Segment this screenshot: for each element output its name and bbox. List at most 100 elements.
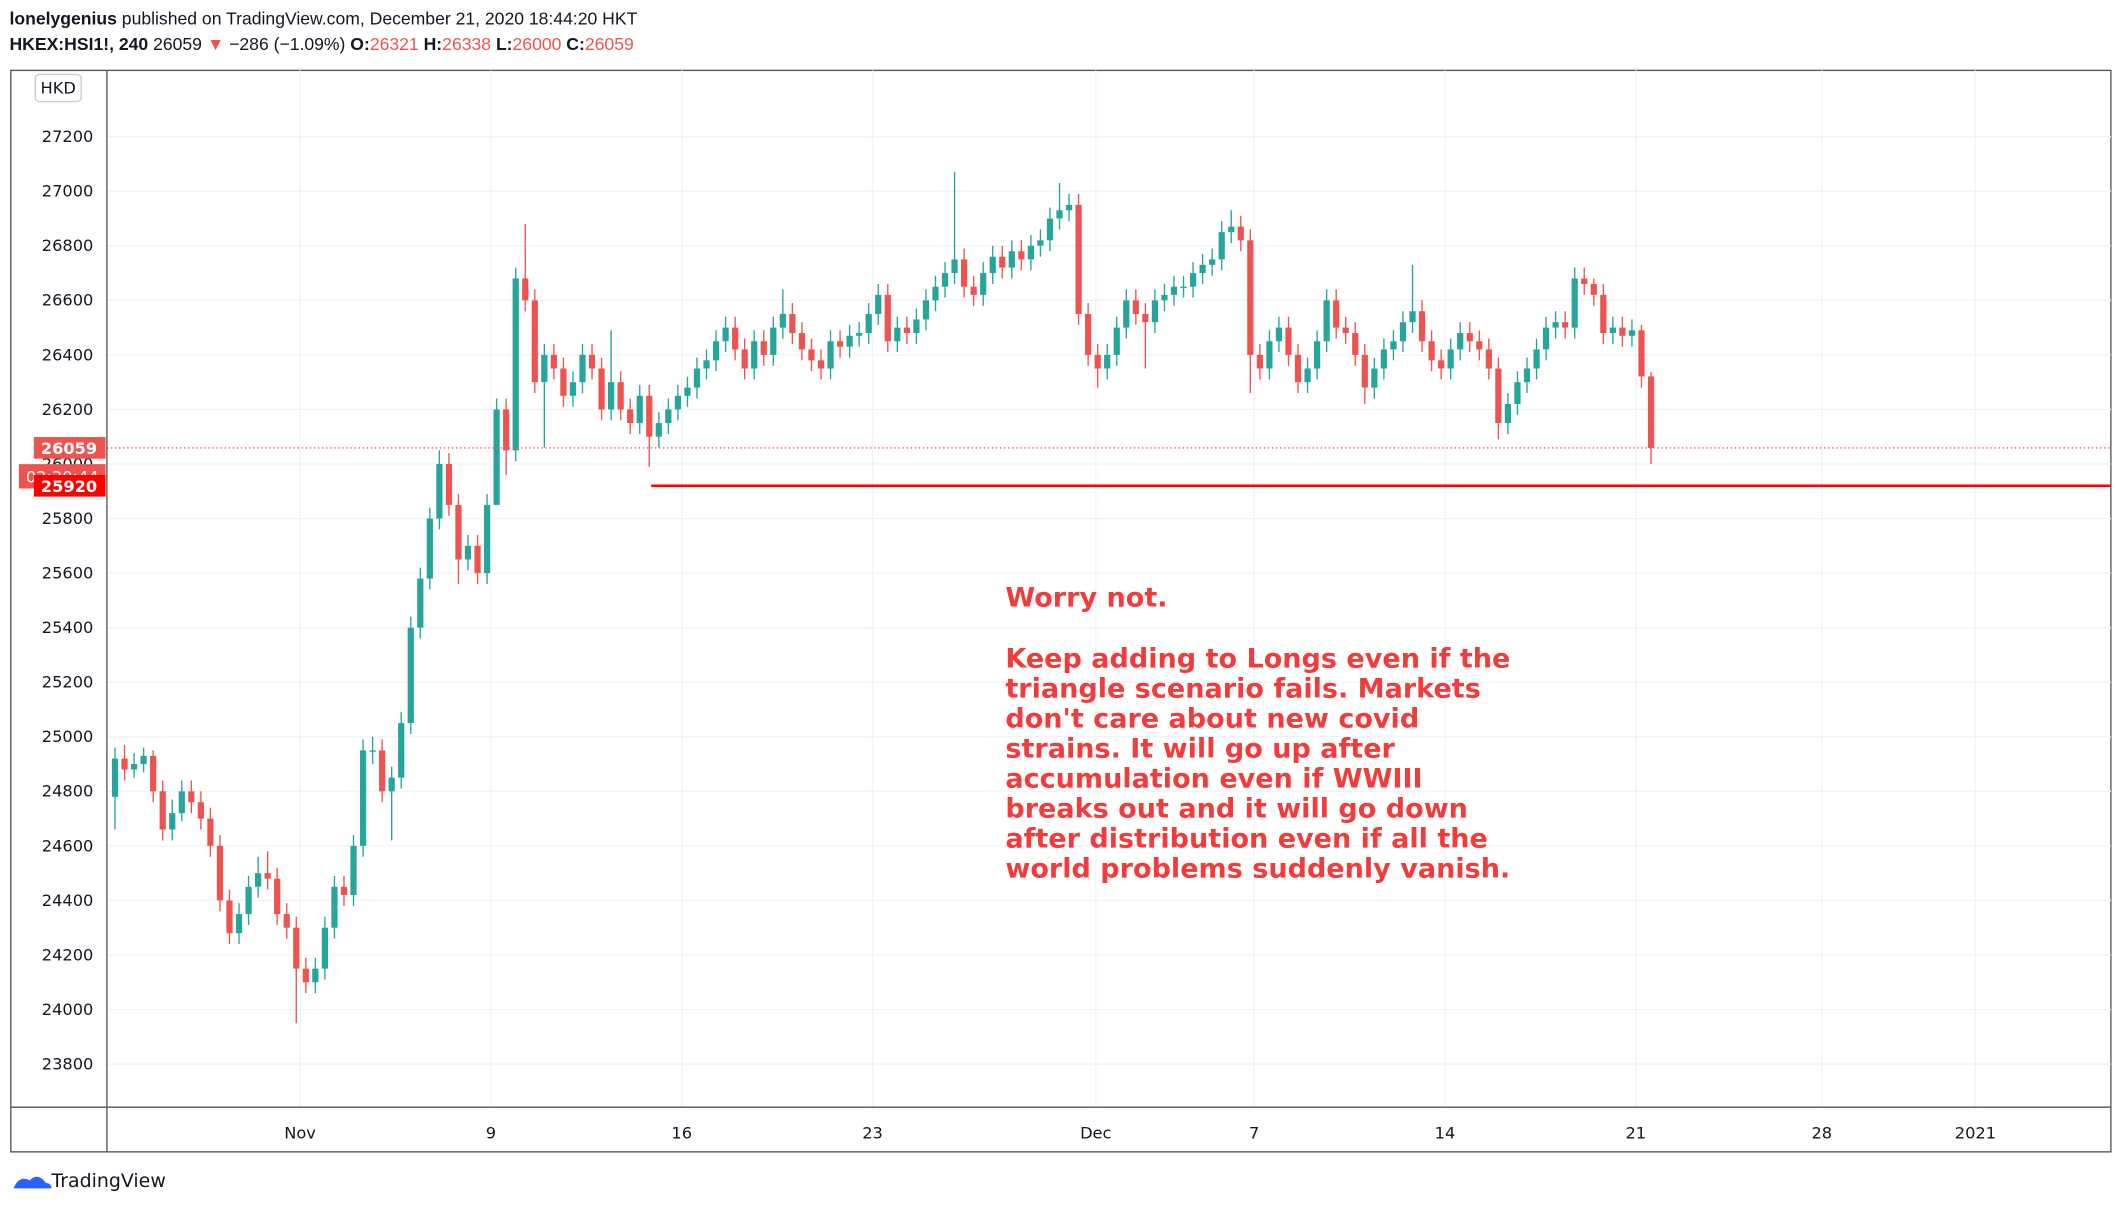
candle [1342, 316, 1349, 344]
candle-body [684, 387, 691, 396]
candle [388, 766, 395, 841]
candle-body [1027, 245, 1035, 260]
low: 26000 [513, 34, 562, 54]
candle-body [1533, 349, 1540, 369]
currency-box[interactable] [34, 73, 82, 103]
candle-body [235, 914, 243, 934]
candle [522, 223, 529, 312]
candle-body [1504, 403, 1512, 424]
candle-body [1399, 322, 1407, 342]
candle-body [1256, 354, 1263, 369]
candle [884, 283, 891, 353]
annotation-line: Keep adding to Longs even if the [1005, 643, 1510, 674]
candle-body [379, 750, 386, 792]
candle-body [1113, 327, 1120, 355]
candle-body [798, 333, 806, 350]
candle [932, 275, 939, 312]
candle [1151, 289, 1159, 334]
candle [1352, 322, 1359, 366]
candle [503, 398, 510, 475]
candle-body [388, 777, 395, 792]
candle-body [1170, 286, 1178, 295]
candle [1571, 267, 1578, 339]
candle [293, 916, 300, 1024]
candle [1008, 240, 1015, 279]
candle [274, 867, 281, 925]
candle-body [760, 341, 767, 355]
candle-body [932, 286, 939, 301]
candle-body [1037, 240, 1044, 246]
candle-body [732, 327, 739, 350]
candle [226, 889, 233, 945]
candle-body [464, 545, 472, 560]
candle-body [1590, 283, 1597, 295]
candle [150, 750, 157, 803]
candle [493, 398, 500, 505]
candle-body [1476, 341, 1483, 350]
candle-body [1371, 368, 1378, 388]
candle-body [1495, 368, 1502, 424]
candle-body [302, 968, 309, 983]
candle [188, 780, 195, 814]
candle-body [169, 813, 176, 830]
candle-body [1466, 333, 1473, 342]
candle [770, 316, 777, 366]
candle [321, 916, 329, 980]
candle-body [703, 360, 710, 369]
candle [1323, 289, 1330, 353]
candle-body [779, 313, 786, 328]
level-label: 25920 [41, 477, 97, 496]
candle-body [398, 723, 405, 778]
candle [1065, 193, 1073, 222]
candle-body [1571, 278, 1578, 328]
change: −286 (−1.09%) [229, 34, 345, 54]
candle-body [1323, 300, 1330, 342]
candle-body [274, 878, 281, 915]
x-tick-label: 7 [1249, 1123, 1259, 1142]
candle-body [989, 256, 996, 274]
candle [684, 376, 691, 407]
candle-body [1189, 273, 1197, 287]
annotation-line: triangle scenario fails. Markets [1005, 673, 1480, 704]
l-label: L: [496, 34, 513, 54]
candle [712, 330, 720, 372]
candle-body [770, 327, 777, 355]
candle-body [369, 750, 376, 752]
candle-body [1418, 311, 1426, 342]
candle [989, 245, 996, 284]
candle [264, 851, 271, 890]
candle [216, 834, 224, 912]
candle-body [340, 886, 348, 895]
candle [350, 834, 357, 906]
annotation-line: strains. It will go up after [1005, 733, 1395, 764]
candle [159, 780, 166, 841]
tradingview-logo[interactable]: TradingView [13, 1170, 166, 1192]
symbol: HKEX:HSI1!, 240 [9, 34, 148, 54]
candle [1275, 316, 1283, 353]
candle [207, 807, 214, 857]
candle-body [1008, 251, 1015, 268]
candle [1590, 278, 1597, 306]
candle [817, 349, 825, 380]
candle [617, 371, 624, 421]
candle [111, 747, 119, 830]
candle-body [455, 504, 462, 560]
candle [379, 739, 386, 803]
candle [798, 322, 806, 361]
candle-body [865, 313, 872, 334]
candle-body [579, 354, 586, 383]
candle [1628, 319, 1636, 347]
candle-body [350, 845, 357, 895]
x-tick-label: 2021 [1955, 1123, 1996, 1142]
candle [1104, 343, 1111, 380]
candle [1304, 357, 1311, 394]
candle-body [1228, 226, 1235, 233]
candle [283, 903, 290, 939]
candle [999, 245, 1006, 279]
candle [951, 172, 958, 284]
candle-body [188, 791, 195, 803]
annotation-line: world problems suddenly vanish. [1005, 854, 1510, 885]
candle-body [1142, 313, 1149, 323]
candle-body [999, 256, 1006, 268]
candle [359, 739, 367, 857]
